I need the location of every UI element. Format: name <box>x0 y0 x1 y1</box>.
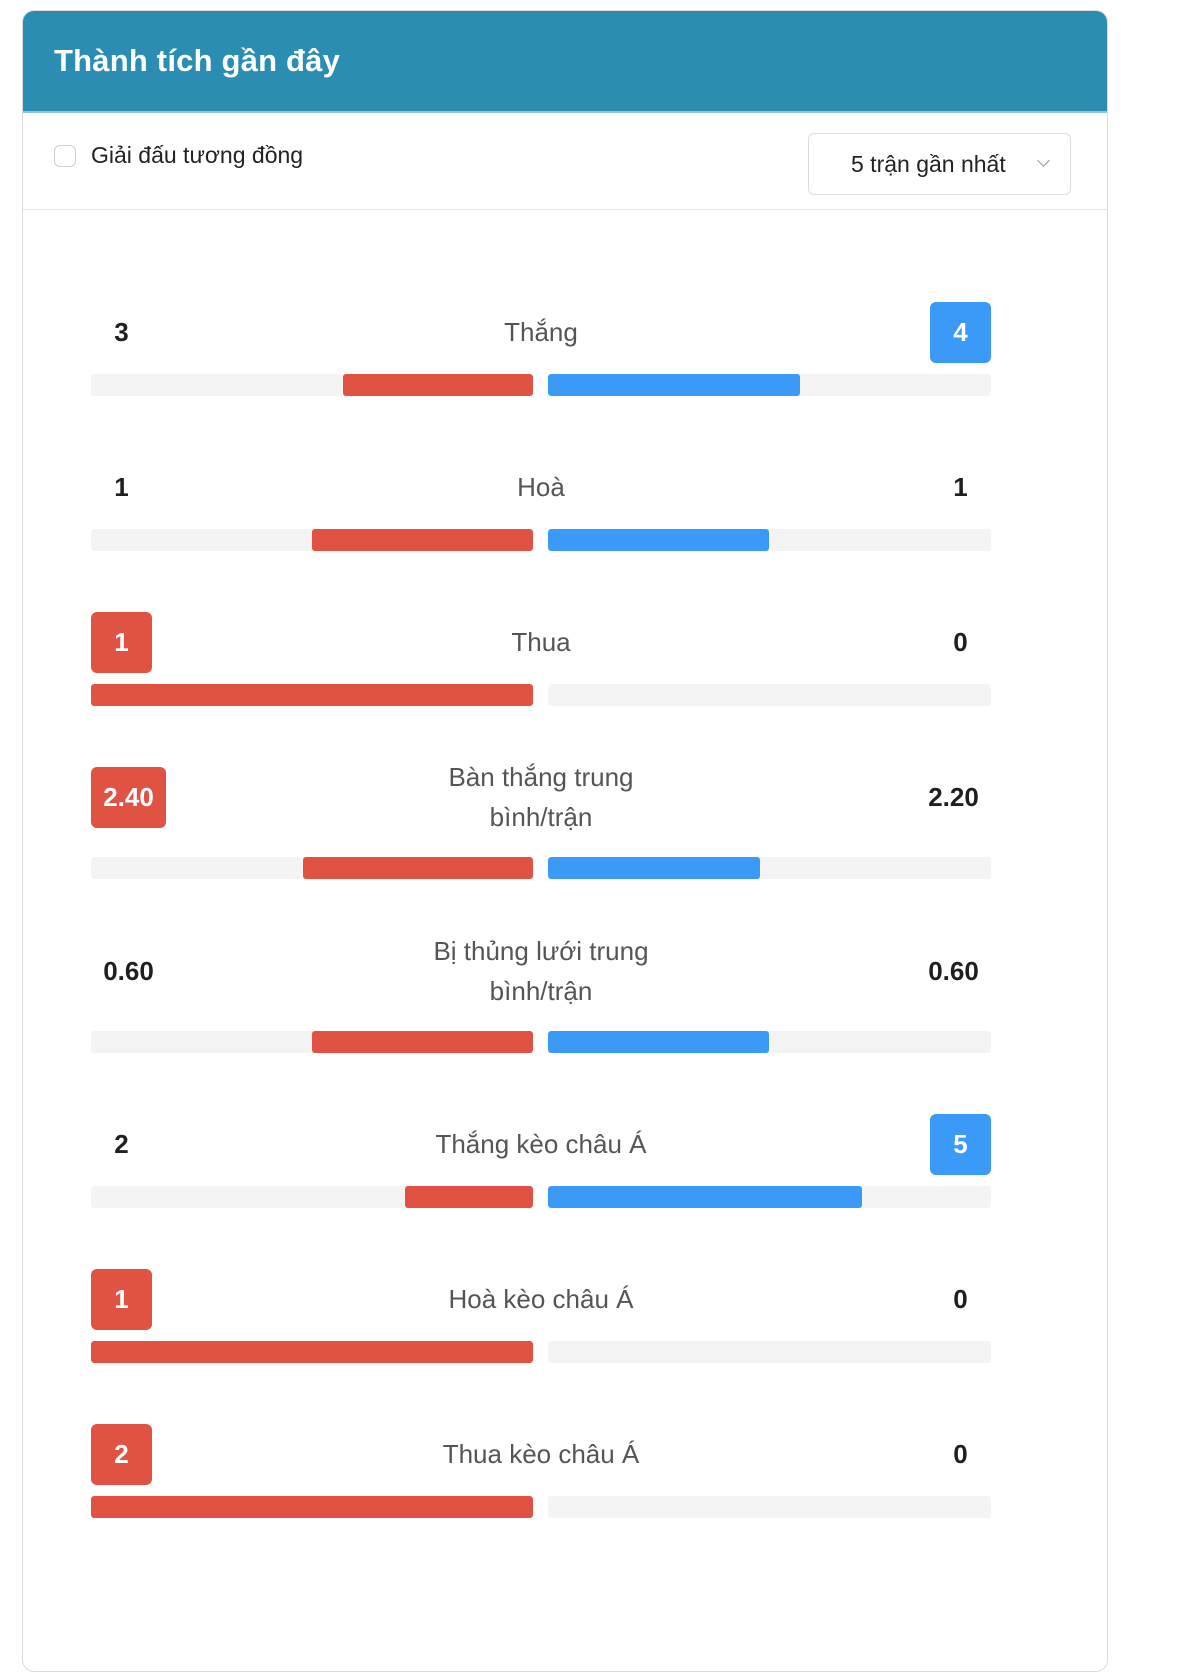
chevron-down-icon <box>1037 154 1050 167</box>
left-bar-fill <box>303 857 533 879</box>
right-bar-track <box>548 1186 991 1208</box>
stat-right-value: 4 <box>930 302 991 363</box>
left-bar-track <box>91 684 533 706</box>
right-bar-fill <box>548 529 769 551</box>
stat-label: Thua <box>511 627 571 657</box>
stat-label: Thắng kèo châu Á <box>435 1129 647 1159</box>
stat-left-value: 2 <box>114 1129 129 1159</box>
stat-right-value: 0.60 <box>928 956 979 986</box>
stat-left-value: 1 <box>91 612 152 673</box>
stat-label: Thua kèo châu Á <box>442 1439 640 1469</box>
stat-left-value: 1 <box>91 1269 152 1330</box>
left-bar-track <box>91 1031 533 1053</box>
right-bar-fill <box>548 1031 769 1053</box>
stat-right-value: 0 <box>953 1284 968 1314</box>
left-bar-fill <box>312 1031 533 1053</box>
stat-right-value: 5 <box>930 1114 991 1175</box>
recent-form-card: Thành tích gần đây Giải đấu tương đồng 5… <box>22 10 1108 1672</box>
stat-label: Hoà kèo châu Á <box>448 1284 634 1314</box>
stat-label: Bàn thắng trung bình/trận <box>448 762 634 832</box>
filter-bar: Giải đấu tương đồng 5 trận gần nhất <box>23 113 1107 210</box>
stat-right-value: 1 <box>953 472 968 502</box>
match-count-value: 5 trận gần nhất <box>851 151 1006 177</box>
stat-left-value: 2 <box>91 1424 152 1485</box>
similar-league-checkbox[interactable] <box>54 145 76 167</box>
stat-left-value: 2.40 <box>91 767 166 828</box>
left-bar-fill <box>91 1496 533 1518</box>
stat-label: Thắng <box>504 317 578 347</box>
left-bar-fill <box>405 1186 533 1208</box>
right-bar-fill <box>548 857 760 879</box>
stat-label: Bị thủng lưới trung bình/trận <box>433 936 649 1006</box>
right-bar-track <box>548 857 991 879</box>
left-bar-track <box>91 529 533 551</box>
left-bar-fill <box>312 529 533 551</box>
right-bar-track <box>548 1341 991 1363</box>
card-title: Thành tích gần đây <box>54 43 341 78</box>
left-bar-track <box>91 1341 533 1363</box>
card-header: Thành tích gần đây <box>23 11 1107 113</box>
left-bar-track <box>91 1186 533 1208</box>
left-bar-fill <box>91 684 533 706</box>
right-bar-track <box>548 1496 991 1518</box>
left-bar-track <box>91 1496 533 1518</box>
match-count-select[interactable]: 5 trận gần nhất <box>808 133 1071 195</box>
left-bar-track <box>91 857 533 879</box>
right-bar-track <box>548 374 991 396</box>
right-bar-track <box>548 1031 991 1053</box>
stat-left-value: 1 <box>114 472 129 502</box>
stat-label: Hoà <box>517 472 565 502</box>
stat-right-value: 0 <box>953 1439 968 1469</box>
left-bar-fill <box>343 374 533 396</box>
stat-right-value: 2.20 <box>928 782 979 812</box>
stat-left-value: 3 <box>114 317 129 347</box>
left-bar-fill <box>91 1341 533 1363</box>
left-bar-track <box>91 374 533 396</box>
stat-left-value: 0.60 <box>103 956 154 986</box>
right-bar-fill <box>548 1186 862 1208</box>
right-bar-track <box>548 684 991 706</box>
right-bar-track <box>548 529 991 551</box>
right-bar-fill <box>548 374 800 396</box>
similar-league-label[interactable]: Giải đấu tương đồng <box>91 142 304 168</box>
stat-right-value: 0 <box>953 627 968 657</box>
